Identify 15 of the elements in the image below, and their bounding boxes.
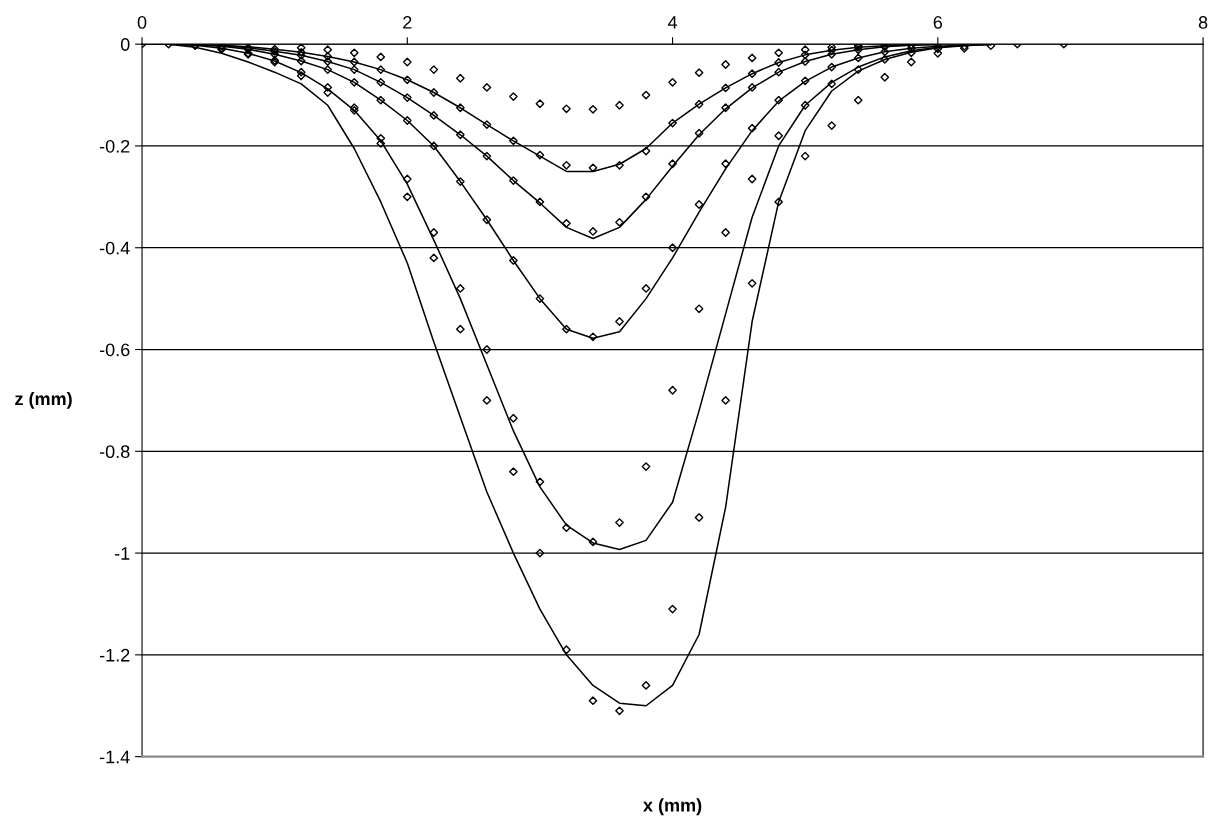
y-tick-label: -0.4 [99,241,130,255]
y-tick-label: -1 [114,547,130,560]
y-tick-label: 0 [120,38,130,51]
y-tick-label: -0.2 [99,139,130,153]
x-tick-label: 4 [667,16,678,29]
x-tick-label: 8 [1198,16,1208,29]
y-tick-label: -1.4 [99,750,130,764]
x-tick-label: 0 [137,16,147,29]
x-axis-title: x (mm) [643,798,702,816]
y-tick-label: -1.2 [99,648,130,662]
x-tick-label: 6 [933,16,943,29]
y-tick-label: -0.8 [99,445,130,459]
x-tick-label: 2 [403,16,412,29]
y-tick-label: -0.6 [99,343,130,357]
y-axis-title: z (mm) [15,392,72,409]
